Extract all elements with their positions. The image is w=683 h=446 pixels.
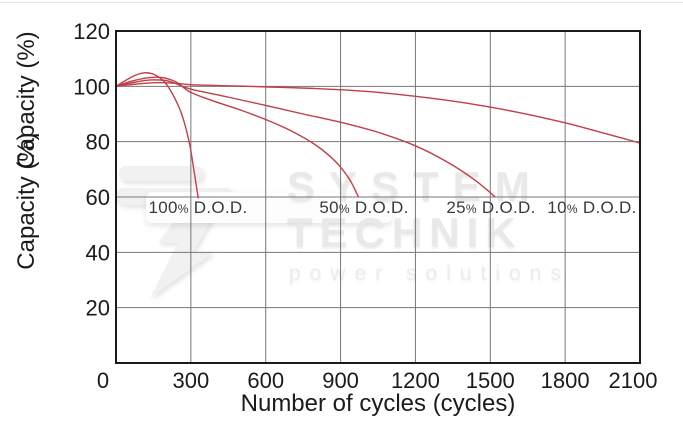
annotation-value: 10 [547, 198, 567, 217]
y-tick-label: 100 [73, 74, 110, 99]
x-tick-label: 2100 [609, 368, 658, 393]
percent-sign: % [177, 202, 189, 216]
logo-card [146, 192, 392, 223]
annotation-50-dod: 50% D.O.D. [319, 198, 408, 218]
x-tick-label: 900 [322, 368, 359, 393]
annotation-value: 50 [319, 198, 339, 217]
x-tick-label: 300 [172, 368, 209, 393]
series-line-25-dod [115, 79, 496, 198]
watermark-tagline: power solutions [289, 262, 570, 285]
watermark-brand-line2: TECHNIK [287, 209, 523, 256]
annotation-suffix: D.O.D. [582, 198, 637, 217]
x-axis-title: Number of cycles (cycles) [240, 390, 516, 417]
percent-sign: % [338, 202, 350, 216]
x-tick-label: 1500 [466, 368, 515, 393]
watermark-brand-line1: SYSTEM [287, 163, 544, 210]
y-tick-label: 60 [86, 185, 110, 210]
annotation-value: 100 [148, 198, 178, 217]
x-tick-label: 600 [247, 368, 284, 393]
annotation-value: 25 [446, 198, 466, 217]
annotation-100-dod: 100% D.O.D. [148, 198, 247, 218]
series-line-100-dod [115, 72, 200, 199]
x-tick-label: 1800 [541, 368, 590, 393]
percent-sign: % [465, 202, 477, 216]
top-divider [0, 2, 683, 3]
plot-border [115, 30, 641, 364]
y-tick-label: 80 [86, 130, 110, 155]
annotation-suffix: D.O.D. [193, 198, 248, 217]
y-tick-label: 40 [86, 240, 110, 265]
series-line-10-dod [115, 82, 641, 144]
annotation-10-dod: 10% D.O.D. [547, 198, 636, 218]
y-tick-label: 120 [73, 19, 110, 44]
percent-sign: % [566, 202, 578, 216]
x-tick-label: 1200 [391, 368, 440, 393]
annotation-suffix: D.O.D. [481, 198, 536, 217]
annotation-suffix: D.O.D. [354, 198, 409, 217]
y-tick-label: 20 [86, 296, 110, 321]
series-line-50-dod [115, 76, 360, 198]
annotation-25-dod: 25% D.O.D. [446, 198, 535, 218]
x-tick-label: 0 [97, 368, 109, 393]
logo-bar-top [119, 166, 203, 181]
